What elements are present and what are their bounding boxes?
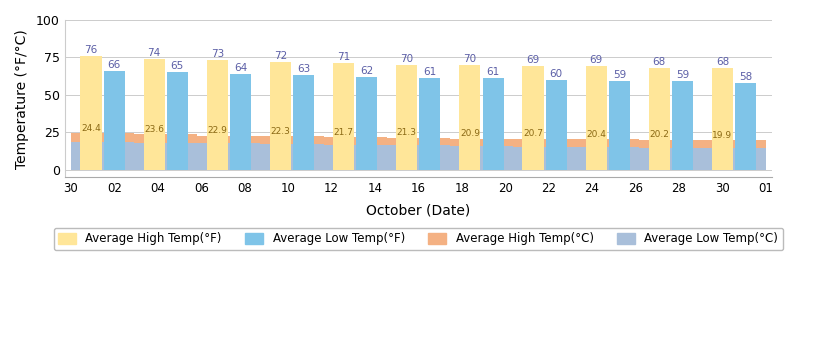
Bar xyxy=(261,144,324,170)
Text: 70: 70 xyxy=(400,54,413,64)
Text: 63: 63 xyxy=(297,64,310,75)
Text: 64: 64 xyxy=(234,63,247,73)
Bar xyxy=(387,146,450,170)
Bar xyxy=(207,60,227,170)
Text: 21.3: 21.3 xyxy=(397,129,417,138)
Y-axis label: Temperature (°F/°C): Temperature (°F/°C) xyxy=(15,29,29,169)
Legend: Average High Temp(°F), Average Low Temp(°F), Average High Temp(°C), Average Low : Average High Temp(°F), Average Low Temp(… xyxy=(54,228,783,250)
Text: 19.9: 19.9 xyxy=(712,131,733,140)
Text: 15.5: 15.5 xyxy=(546,137,566,146)
Text: 71: 71 xyxy=(337,52,350,62)
Text: 69: 69 xyxy=(589,55,603,66)
Bar xyxy=(459,65,481,170)
Text: 18.7: 18.7 xyxy=(104,132,124,142)
Bar xyxy=(104,71,124,170)
Text: 20.9: 20.9 xyxy=(460,129,480,138)
Bar xyxy=(513,147,576,170)
Bar xyxy=(134,143,198,170)
Text: 62: 62 xyxy=(360,66,374,76)
Text: 73: 73 xyxy=(211,49,224,59)
Bar xyxy=(198,135,261,170)
Bar xyxy=(396,65,417,170)
Bar xyxy=(324,145,387,170)
Text: 20.2: 20.2 xyxy=(649,130,669,139)
Bar xyxy=(198,143,261,170)
Bar xyxy=(270,62,291,170)
Bar xyxy=(81,56,101,170)
Text: 17.2: 17.2 xyxy=(294,135,314,144)
Text: 16.7: 16.7 xyxy=(357,135,377,144)
Text: 20.4: 20.4 xyxy=(586,130,606,139)
Text: 61: 61 xyxy=(486,67,500,77)
Bar xyxy=(293,75,314,170)
Bar xyxy=(576,139,639,170)
Bar xyxy=(545,80,567,170)
Bar xyxy=(482,79,504,170)
Bar xyxy=(523,67,544,170)
Text: 60: 60 xyxy=(549,69,563,79)
Bar xyxy=(576,147,639,170)
Text: 14.8: 14.8 xyxy=(672,138,692,147)
Text: 20.7: 20.7 xyxy=(523,129,543,138)
Text: 58: 58 xyxy=(739,72,752,82)
Bar xyxy=(324,137,387,170)
Bar xyxy=(333,63,354,170)
Bar xyxy=(649,68,670,170)
Bar xyxy=(450,146,513,170)
Bar xyxy=(586,67,607,170)
Bar xyxy=(639,148,702,170)
Text: 76: 76 xyxy=(85,45,98,55)
Bar xyxy=(702,148,765,170)
Bar xyxy=(672,81,693,170)
Bar xyxy=(71,142,134,170)
Text: 65: 65 xyxy=(171,62,184,71)
Text: 69: 69 xyxy=(526,55,540,66)
Text: 24.4: 24.4 xyxy=(81,124,101,133)
X-axis label: October (Date): October (Date) xyxy=(366,203,471,218)
Bar xyxy=(450,139,513,170)
Bar xyxy=(230,74,251,170)
Bar xyxy=(261,136,324,170)
Bar xyxy=(144,59,164,170)
Text: 68: 68 xyxy=(652,57,666,67)
Bar xyxy=(608,81,630,170)
Bar xyxy=(71,133,134,170)
Text: 61: 61 xyxy=(423,67,437,77)
Text: 23.6: 23.6 xyxy=(144,125,164,134)
Text: 22.3: 22.3 xyxy=(271,127,290,136)
Text: 22.9: 22.9 xyxy=(208,126,227,135)
Text: 59: 59 xyxy=(676,70,689,80)
Text: 15.2: 15.2 xyxy=(609,138,629,147)
Bar xyxy=(419,79,441,170)
Text: 59: 59 xyxy=(613,70,626,80)
Text: 68: 68 xyxy=(715,57,729,67)
Bar xyxy=(134,134,198,170)
Bar xyxy=(702,140,765,170)
Bar xyxy=(167,72,188,170)
Bar xyxy=(356,77,378,170)
Text: 74: 74 xyxy=(148,48,161,58)
Text: 72: 72 xyxy=(274,51,287,61)
Text: 17.7: 17.7 xyxy=(231,134,251,143)
Text: 14.5: 14.5 xyxy=(735,139,755,148)
Text: 21.7: 21.7 xyxy=(334,128,354,137)
Text: 70: 70 xyxy=(463,54,476,64)
Bar xyxy=(639,140,702,170)
Text: 15.9: 15.9 xyxy=(483,136,503,146)
Bar xyxy=(712,68,733,170)
Text: 16.3: 16.3 xyxy=(420,136,440,145)
Text: 18.2: 18.2 xyxy=(168,133,188,142)
Bar xyxy=(513,139,576,170)
Bar xyxy=(387,138,450,170)
Text: 66: 66 xyxy=(108,60,121,70)
Bar xyxy=(735,83,756,170)
